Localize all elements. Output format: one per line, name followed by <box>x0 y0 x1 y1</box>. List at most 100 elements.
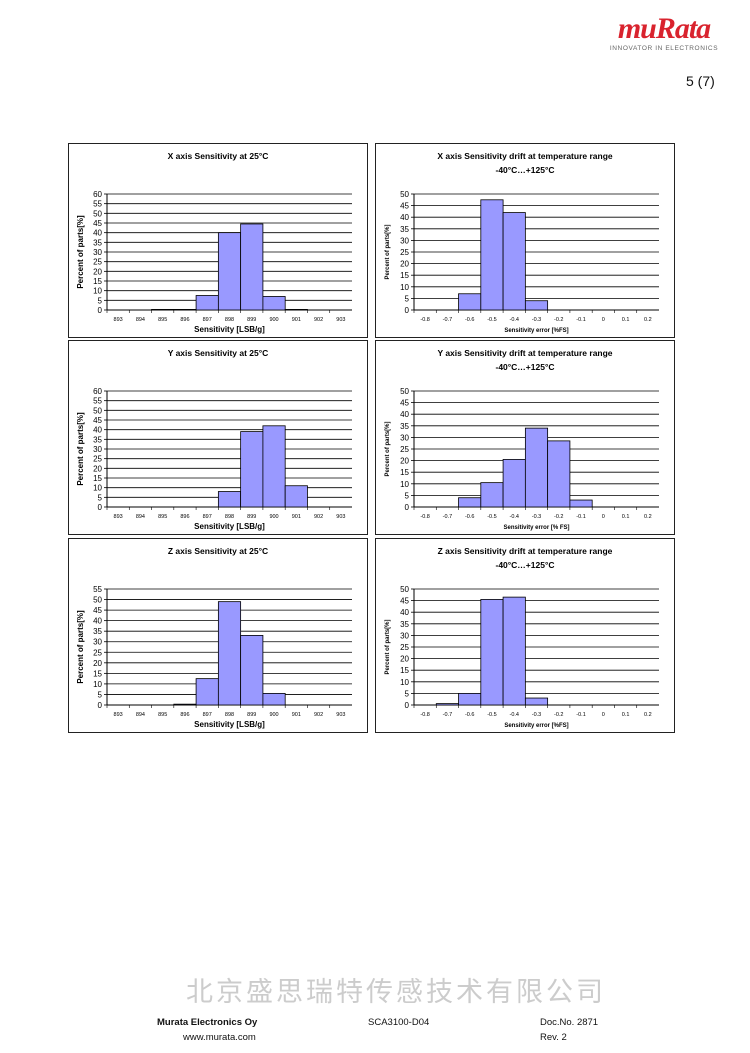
y-tick-label: 25 <box>400 445 409 454</box>
y-tick-label: 35 <box>400 225 409 234</box>
y-tick-label: 5 <box>98 493 103 502</box>
y-tick-label: 40 <box>400 410 409 419</box>
y-tick-label: 0 <box>98 306 103 315</box>
x-tick-label: 903 <box>336 514 345 520</box>
y-tick-label: 30 <box>400 631 409 640</box>
chart-title: X axis Sensitivity at 25°C <box>168 151 269 161</box>
y-tick-label: 0 <box>405 503 410 512</box>
x-tick-label: 897 <box>203 317 212 323</box>
x-tick-label: -0.7 <box>443 712 452 718</box>
histogram-bar <box>195 678 219 706</box>
x-tick-label: -0.2 <box>554 514 563 520</box>
y-tick-label: 40 <box>400 608 409 617</box>
x-tick-label: -0.4 <box>509 317 518 323</box>
y-tick-label: 15 <box>93 277 102 286</box>
y-tick-label: 45 <box>93 606 102 615</box>
y-tick-label: 0 <box>98 503 103 512</box>
x-tick-label: 901 <box>292 317 301 323</box>
chart-svg: X axis Sensitivity at 25°C 05101520253035… <box>76 151 352 334</box>
x-tick-label: 898 <box>225 317 234 323</box>
chart-svg: Y axis Sensitivity at 25°C 05101520253035… <box>76 348 352 531</box>
x-tick-label: -0.6 <box>465 514 474 520</box>
histogram-bar <box>240 223 264 311</box>
histogram-bar <box>217 232 242 311</box>
x-tick-label: -0.8 <box>420 712 429 718</box>
y-tick-label: 35 <box>93 238 102 247</box>
footer-website: www.murata.com <box>183 1032 256 1043</box>
y-tick-label: 25 <box>400 643 409 652</box>
y-tick-label: 40 <box>93 229 102 238</box>
watermark: 北京盛思瑞特传感技术有限公司 <box>186 977 606 1007</box>
x-tick-label: 0.1 <box>622 317 630 323</box>
chart-title: Z axis Sensitivity at 25°C <box>168 546 268 556</box>
x-tick-label: 901 <box>292 514 301 520</box>
y-tick-label: 35 <box>400 422 409 431</box>
x-tick-label: 902 <box>314 514 323 520</box>
murata-logo: muRata INNOVATOR IN ELECTRONICS <box>604 14 724 53</box>
y-tick-label: 25 <box>93 455 102 464</box>
chart-y-sensitivity: Y axis Sensitivity at 25°C 0 5 10 15 20 25 30 35… <box>68 340 368 535</box>
x-axis-label: Sensitivity error [% FS] <box>503 525 569 531</box>
x-tick-label: 901 <box>292 712 301 718</box>
y-tick-label: 10 <box>400 678 409 687</box>
histogram-bar <box>480 482 504 508</box>
histogram-bar <box>458 293 482 311</box>
x-tick-label: -0.7 <box>443 514 452 520</box>
x-axis-label: Sensitivity [LSB/g] <box>194 720 265 729</box>
y-tick-label: 5 <box>98 296 103 305</box>
x-tick-label: 896 <box>180 712 189 718</box>
x-tick-label: -0.6 <box>465 712 474 718</box>
x-tick-label: -0.1 <box>576 317 585 323</box>
chart-title: Z axis Sensitivity drift at temperature … <box>438 546 613 556</box>
x-tick-label: -0.3 <box>532 317 541 323</box>
x-tick-label: 903 <box>336 712 345 718</box>
x-tick-label: 895 <box>158 514 167 520</box>
y-tick-label: 45 <box>93 416 102 425</box>
x-tick-label: 894 <box>136 712 145 718</box>
x-tick-label: 896 <box>180 514 189 520</box>
x-tick-label: 899 <box>247 514 256 520</box>
chart-svg: X axis Sensitivity drift at temperature … <box>385 151 659 334</box>
y-tick-label: 15 <box>400 468 409 477</box>
y-tick-label: 35 <box>93 627 102 636</box>
chart-svg: Y axis Sensitivity drift at temperature … <box>385 348 659 531</box>
x-tick-label: -0.3 <box>532 514 541 520</box>
chart-x-sensitivity: X axis Sensitivity at 25°C 0 5 10 15 20 25 30 35… <box>68 143 368 338</box>
y-tick-label: 20 <box>93 659 102 668</box>
y-axis-label: Percent of parts[%] <box>385 224 391 279</box>
histogram-bar <box>284 485 308 508</box>
y-tick-label: 20 <box>400 260 409 269</box>
y-tick-label: 15 <box>93 474 102 483</box>
chart-title: X axis Sensitivity drift at temperature … <box>437 151 613 161</box>
y-tick-label: 50 <box>93 596 102 605</box>
y-tick-label: 20 <box>93 267 102 276</box>
x-tick-label: 902 <box>314 712 323 718</box>
x-tick-label: -0.5 <box>487 514 496 520</box>
x-tick-label: 0.1 <box>622 514 630 520</box>
y-tick-label: 5 <box>405 689 410 698</box>
y-tick-label: 55 <box>93 585 102 594</box>
y-tick-label: 50 <box>93 209 102 218</box>
y-tick-label: 40 <box>93 426 102 435</box>
y-axis-label: Percent of parts[%] <box>76 610 85 684</box>
x-axis-label: Sensitivity [LSB/g] <box>194 522 265 531</box>
x-tick-label: -0.5 <box>487 712 496 718</box>
x-tick-label: -0.1 <box>576 514 585 520</box>
histogram-bar <box>262 296 286 311</box>
x-tick-label: 893 <box>114 317 123 323</box>
chart-z-drift: Z axis Sensitivity drift at temperature … <box>375 538 675 733</box>
histogram-bar <box>240 431 264 508</box>
y-tick-label: 35 <box>93 435 102 444</box>
y-tick-label: 10 <box>400 283 409 292</box>
y-tick-label: 30 <box>400 433 409 442</box>
histogram-bar <box>195 295 219 311</box>
histogram-bar <box>502 459 526 508</box>
y-tick-label: 55 <box>93 397 102 406</box>
x-tick-label: -0.5 <box>487 317 496 323</box>
x-tick-label: -0.2 <box>554 712 563 718</box>
y-tick-label: 0 <box>98 701 103 710</box>
y-tick-label: 50 <box>400 585 409 594</box>
histogram-bar <box>480 599 504 706</box>
footer-company: Murata Electronics Oy <box>157 1017 258 1028</box>
